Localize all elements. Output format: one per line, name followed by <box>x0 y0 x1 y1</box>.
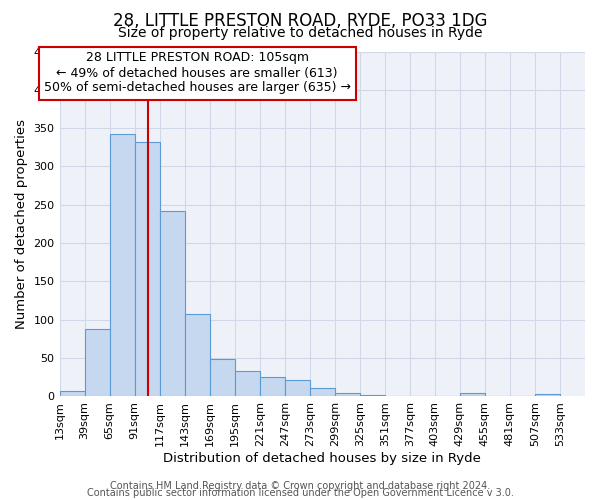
Text: 28, LITTLE PRESTON ROAD, RYDE, PO33 1DG: 28, LITTLE PRESTON ROAD, RYDE, PO33 1DG <box>113 12 487 30</box>
Y-axis label: Number of detached properties: Number of detached properties <box>15 119 28 329</box>
Bar <box>310 388 335 396</box>
Bar <box>335 392 360 396</box>
Bar <box>110 134 134 396</box>
Text: Size of property relative to detached houses in Ryde: Size of property relative to detached ho… <box>118 26 482 40</box>
Bar <box>209 359 235 397</box>
Bar <box>285 380 310 396</box>
Bar <box>134 142 160 397</box>
Bar <box>59 391 85 396</box>
Text: Contains public sector information licensed under the Open Government Licence v : Contains public sector information licen… <box>86 488 514 498</box>
Bar <box>360 395 385 396</box>
Bar <box>460 394 485 396</box>
Text: 28 LITTLE PRESTON ROAD: 105sqm
← 49% of detached houses are smaller (613)
50% of: 28 LITTLE PRESTON ROAD: 105sqm ← 49% of … <box>44 52 350 94</box>
Bar <box>260 378 285 396</box>
Bar <box>535 394 560 396</box>
X-axis label: Distribution of detached houses by size in Ryde: Distribution of detached houses by size … <box>163 452 481 465</box>
Bar <box>85 329 110 396</box>
Bar <box>235 371 260 396</box>
Bar <box>185 314 209 396</box>
Bar <box>160 211 185 396</box>
Text: Contains HM Land Registry data © Crown copyright and database right 2024.: Contains HM Land Registry data © Crown c… <box>110 481 490 491</box>
